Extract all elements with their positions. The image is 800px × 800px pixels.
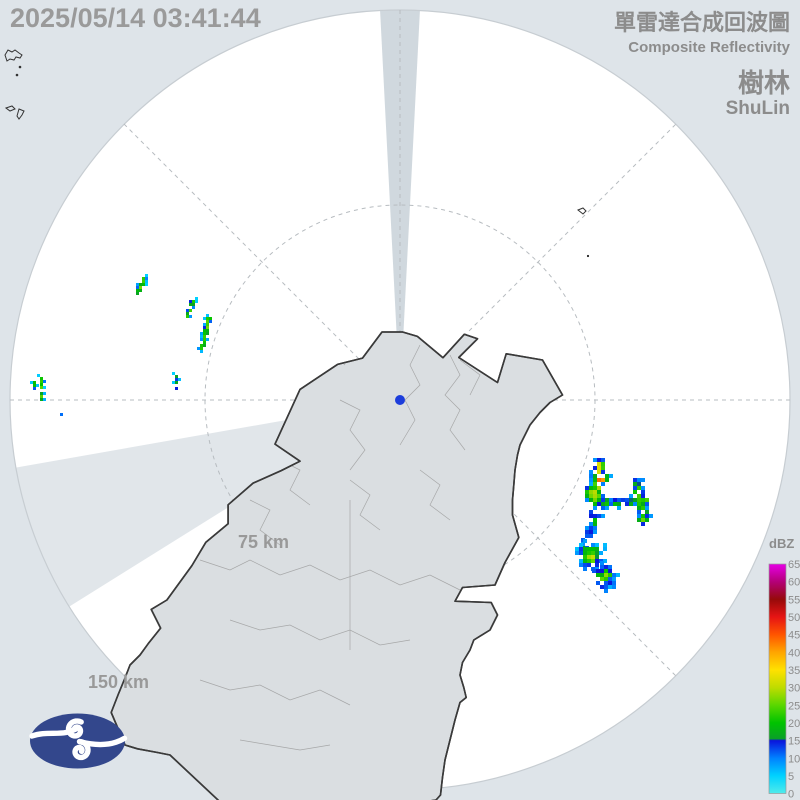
svg-text:dBZ: dBZ xyxy=(769,536,794,551)
svg-text:55: 55 xyxy=(788,594,800,606)
svg-text:75 km: 75 km xyxy=(238,532,289,552)
svg-text:65: 65 xyxy=(788,559,800,571)
svg-text:20: 20 xyxy=(788,718,800,730)
svg-text:0: 0 xyxy=(788,789,794,800)
svg-text:35: 35 xyxy=(788,665,800,677)
svg-text:40: 40 xyxy=(788,647,800,659)
svg-text:ShuLin: ShuLin xyxy=(726,98,790,119)
svg-text:單雷達合成回波圖: 單雷達合成回波圖 xyxy=(614,10,790,35)
svg-text:25: 25 xyxy=(788,700,800,712)
svg-text:2025/05/14 03:41:44: 2025/05/14 03:41:44 xyxy=(10,3,261,33)
svg-text:60: 60 xyxy=(788,577,800,589)
svg-text:30: 30 xyxy=(788,683,800,695)
svg-text:45: 45 xyxy=(788,630,800,642)
svg-text:10: 10 xyxy=(788,753,800,765)
svg-text:樹林: 樹林 xyxy=(738,68,790,98)
svg-text:50: 50 xyxy=(788,612,800,624)
svg-text:Composite Reflectivity: Composite Reflectivity xyxy=(628,39,790,56)
svg-text:15: 15 xyxy=(788,736,800,748)
svg-text:150 km: 150 km xyxy=(88,672,149,692)
svg-text:5: 5 xyxy=(788,771,794,783)
